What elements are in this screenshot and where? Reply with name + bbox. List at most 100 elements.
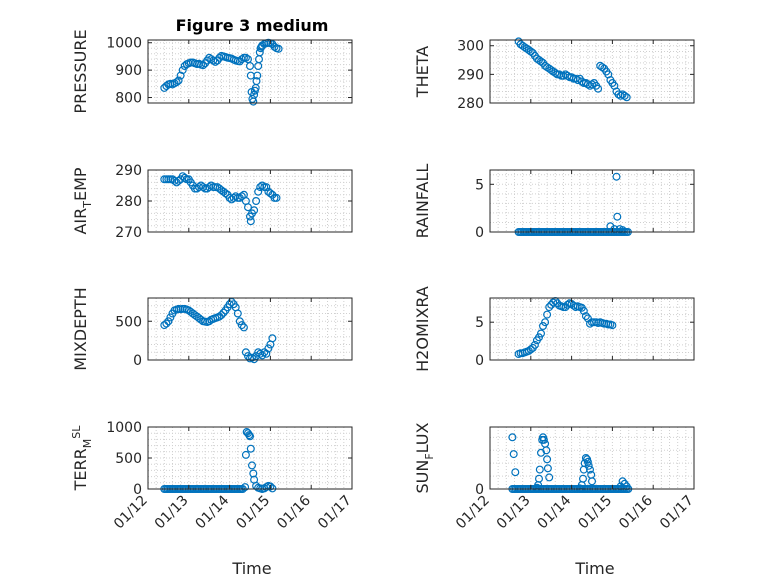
x-tick-label: 01/12	[111, 493, 151, 533]
data-point	[241, 450, 250, 459]
data-point	[543, 464, 552, 473]
data-point	[174, 176, 183, 185]
y-tick-label: 270	[115, 225, 142, 241]
y-tick-label: 0	[475, 353, 484, 369]
data-point	[245, 431, 254, 440]
y-tick-label: 800	[115, 91, 142, 107]
data-point	[180, 173, 189, 182]
data-point	[608, 321, 617, 330]
data-point	[563, 300, 572, 309]
data-point	[598, 63, 607, 72]
data-point	[205, 183, 214, 192]
data-point	[178, 66, 187, 75]
data-point	[542, 446, 551, 455]
data-point	[545, 303, 554, 312]
x-tick-label: 01/13	[152, 493, 192, 533]
data-point	[250, 206, 259, 215]
subplot-5: 0 500 MIXDEPTH	[71, 287, 353, 371]
data-point	[237, 321, 246, 330]
subplot-8: 001/12 01/13 01/14 01/15 01/16 01/17 SUNFLUX	[413, 422, 697, 532]
y-tick-label: 0	[475, 482, 484, 498]
x-axis-label-right: Time	[574, 559, 614, 578]
subplot-4: 0 5 RAINFALL	[413, 164, 695, 241]
data-point	[530, 340, 539, 349]
y-tick-label: 0	[133, 482, 142, 498]
axes-frame	[489, 169, 695, 233]
data-point	[536, 329, 545, 338]
y-axis-label: TERRMSL	[70, 425, 94, 492]
subplot-1: 800 900 1000 PRESSURE	[71, 29, 353, 114]
data-point	[231, 192, 240, 201]
data-point	[205, 53, 214, 62]
y-axis-label: RAINFALL	[413, 164, 432, 239]
data-point	[248, 353, 257, 362]
data-point	[253, 71, 262, 80]
y-tick-label: 300	[457, 39, 484, 55]
data-point	[612, 172, 621, 181]
data-point	[535, 465, 544, 474]
y-tick-label: 280	[115, 194, 142, 210]
data-point	[256, 183, 265, 192]
y-tick-label: 5	[475, 177, 484, 193]
x-tick-label: 01/16	[616, 492, 656, 532]
data-point	[244, 203, 253, 212]
y-tick-label: 290	[457, 67, 484, 83]
data-point	[219, 308, 228, 317]
data-point	[252, 197, 261, 206]
y-tick-label: 5	[475, 315, 484, 331]
y-axis-label: H2OMIXRA	[413, 286, 432, 372]
data-point	[266, 189, 275, 198]
x-tick-label: 01/15	[575, 493, 615, 533]
data-point	[538, 322, 547, 331]
y-axis-label: PRESSURE	[71, 29, 90, 113]
data-point	[526, 345, 535, 354]
data-point	[268, 334, 277, 343]
data-point	[585, 465, 594, 474]
data-point	[237, 192, 246, 201]
data-point	[536, 57, 545, 66]
y-tick-label: 500	[115, 314, 142, 330]
data-point	[264, 344, 273, 353]
data-point	[622, 482, 631, 491]
data-point	[239, 323, 248, 332]
subplot-3: 270 280 290 AIRTEMP	[71, 163, 353, 241]
data-point	[534, 333, 543, 342]
y-tick-label: 900	[115, 63, 142, 79]
data-point	[199, 183, 208, 192]
x-tick-label: 01/13	[494, 493, 534, 533]
figure-title: Figure 3 medium	[176, 16, 329, 35]
data-point	[241, 348, 250, 357]
data-point	[618, 226, 627, 235]
data-point	[215, 53, 224, 62]
data-point	[246, 444, 255, 453]
y-tick-label: 290	[115, 163, 142, 179]
data-point	[174, 76, 183, 85]
data-point	[262, 183, 271, 192]
x-tick-label: 01/14	[535, 492, 575, 532]
data-point	[237, 55, 246, 64]
data-point	[221, 189, 230, 198]
data-point	[217, 311, 226, 320]
y-tick-label: 1000	[106, 36, 142, 52]
y-tick-label: 280	[457, 96, 484, 112]
data-point	[256, 349, 265, 358]
data-point	[233, 309, 242, 318]
y-tick-label: 500	[115, 451, 142, 467]
axes-frame	[489, 426, 695, 490]
data-point	[246, 432, 255, 441]
data-point	[241, 483, 250, 492]
subplot-7: 0 500 1000 01/12 01/13 01/14 01/15 01/16 01/17 TE…	[70, 420, 355, 532]
data-point	[254, 187, 263, 196]
data-point	[211, 57, 220, 66]
data-point	[162, 319, 171, 328]
y-tick-label: 1000	[106, 420, 142, 436]
data-point	[622, 93, 631, 102]
data-point	[581, 312, 590, 321]
data-point	[246, 217, 255, 226]
data-point	[534, 474, 543, 483]
data-point	[258, 181, 267, 190]
data-point	[587, 80, 596, 89]
data-point	[164, 317, 173, 326]
axes-frame	[489, 39, 695, 104]
